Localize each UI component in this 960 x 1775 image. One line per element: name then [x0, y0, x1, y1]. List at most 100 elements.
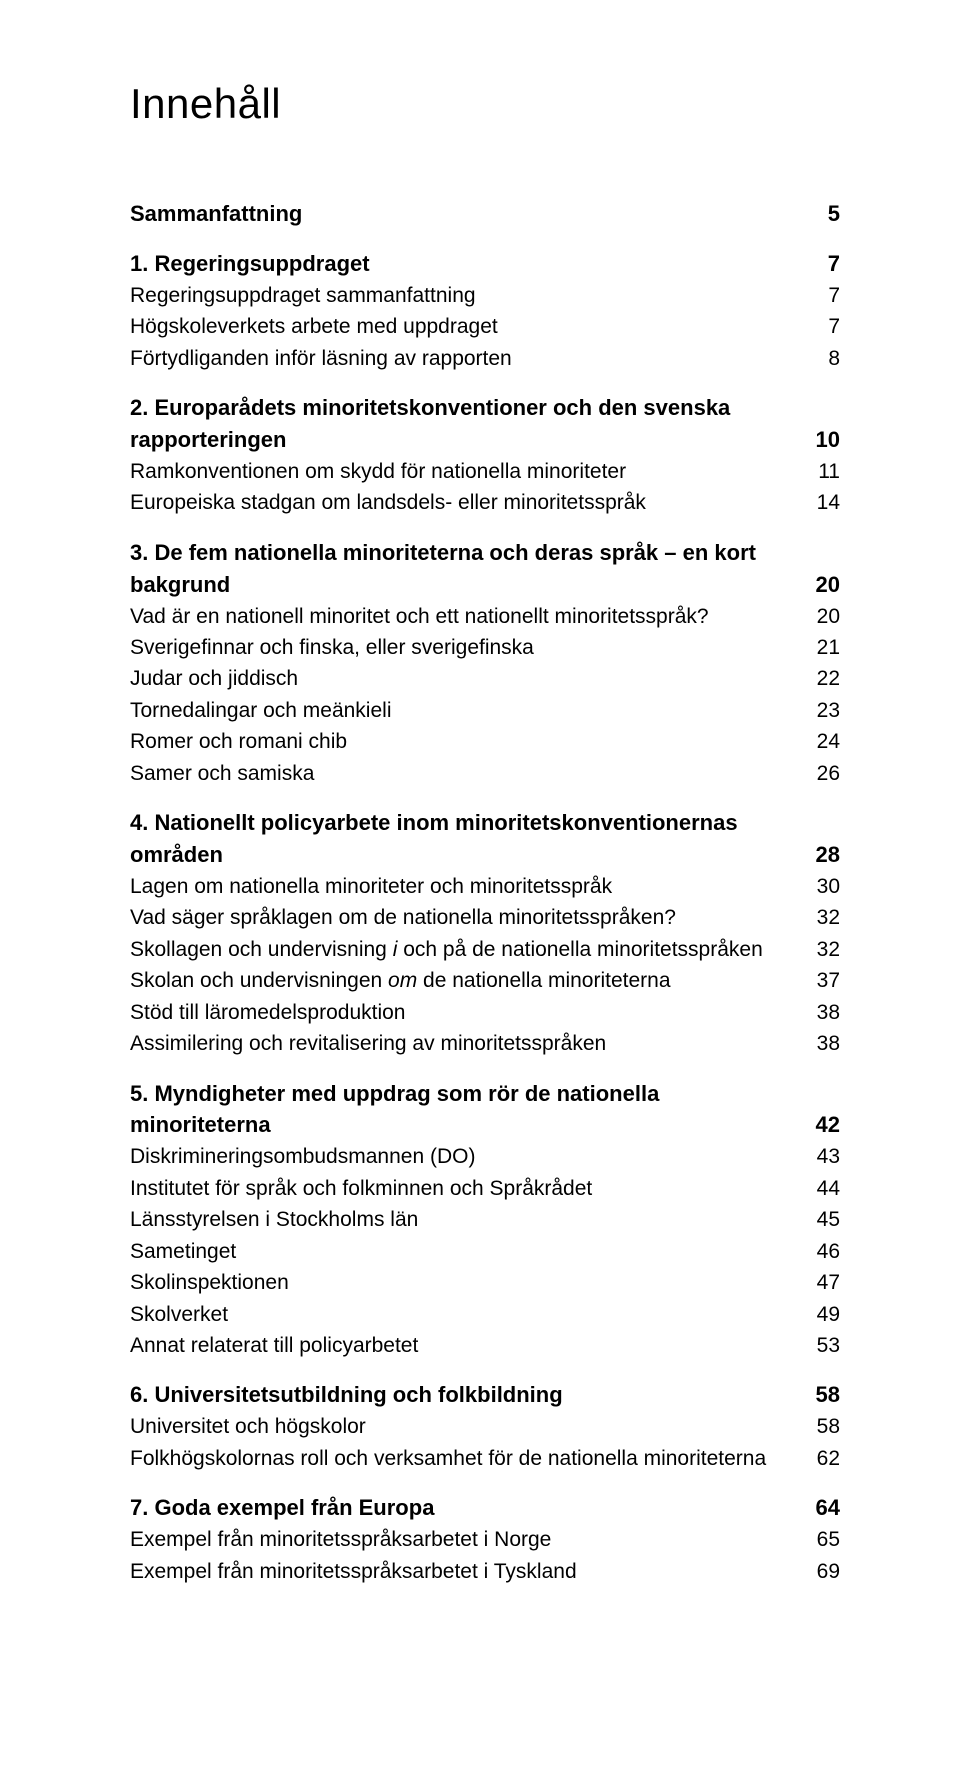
- toc-page: 64: [806, 1492, 840, 1524]
- toc-page: 26: [806, 759, 840, 789]
- toc-label: Högskoleverkets arbete med uppdraget: [130, 312, 806, 342]
- toc-sub: Lagen om nationella minoriteter och mino…: [130, 872, 840, 902]
- toc-sub: Stöd till läromedelsproduktion 38: [130, 998, 840, 1028]
- toc-heading-6: 6. Universitetsutbildning och folkbildni…: [130, 1379, 840, 1411]
- toc-heading-2-cont: rapporteringen 10: [130, 424, 840, 456]
- toc-label: Förtydliganden inför läsning av rapporte…: [130, 344, 806, 374]
- toc-sub: Högskoleverkets arbete med uppdraget 7: [130, 312, 840, 342]
- toc-page: 14: [806, 488, 840, 518]
- toc-label: Sverigefinnar och finska, eller sverigef…: [130, 633, 806, 663]
- toc-label: Exempel från minoritetsspråksarbetet i N…: [130, 1525, 806, 1555]
- toc-heading-4: 4. Nationellt policyarbete inom minorite…: [130, 807, 840, 839]
- toc-sub: Assimilering och revitalisering av minor…: [130, 1029, 840, 1059]
- toc-label: Tornedalingar och meänkieli: [130, 696, 806, 726]
- toc-label: Skolinspektionen: [130, 1268, 806, 1298]
- toc-page: 22: [806, 664, 840, 694]
- toc-page: 11: [806, 457, 840, 487]
- toc-sub: Exempel från minoritetsspråksarbetet i T…: [130, 1557, 840, 1587]
- toc-sub: Vad säger språklagen om de nationella mi…: [130, 903, 840, 933]
- toc-label: Skolan och undervisningen om de nationel…: [130, 966, 806, 996]
- toc-label: Exempel från minoritetsspråksarbetet i T…: [130, 1557, 806, 1587]
- toc-page: 28: [806, 839, 840, 871]
- toc-sub: Skolinspektionen 47: [130, 1268, 840, 1298]
- toc-sub: Judar och jiddisch 22: [130, 664, 840, 694]
- toc-page: 46: [806, 1237, 840, 1267]
- toc-label: Diskrimineringsombudsmannen (DO): [130, 1142, 806, 1172]
- toc-label: Länsstyrelsen i Stockholms län: [130, 1205, 806, 1235]
- toc-label: 6. Universitetsutbildning och folkbildni…: [130, 1379, 806, 1411]
- toc-sub: Annat relaterat till policyarbetet 53: [130, 1331, 840, 1361]
- toc-sub: Exempel från minoritetsspråksarbetet i N…: [130, 1525, 840, 1555]
- toc-page: 32: [806, 935, 840, 965]
- toc-label: bakgrund: [130, 569, 806, 601]
- toc-text-post: de nationella minoriteterna: [417, 969, 670, 992]
- toc-page: 38: [806, 998, 840, 1028]
- toc-page: 44: [806, 1174, 840, 1204]
- toc-page: 20: [806, 569, 840, 601]
- toc-label: Samer och samiska: [130, 759, 806, 789]
- toc-text-pre: Skollagen och undervisning: [130, 938, 393, 961]
- toc-heading-4-cont: områden 28: [130, 839, 840, 871]
- toc-heading-summary: Sammanfattning 5: [130, 198, 840, 230]
- toc-sub: Europeiska stadgan om landsdels- eller m…: [130, 488, 840, 518]
- toc-sub: Samer och samiska 26: [130, 759, 840, 789]
- toc-label: Regeringsuppdraget sammanfattning: [130, 281, 806, 311]
- toc-label: rapporteringen: [130, 424, 806, 456]
- toc-page: 37: [806, 966, 840, 996]
- toc-page: 38: [806, 1029, 840, 1059]
- toc-page: 7: [806, 312, 840, 342]
- toc-heading-3-cont: bakgrund 20: [130, 569, 840, 601]
- toc-page: 23: [806, 696, 840, 726]
- toc-text-pre: Skolan och undervisningen: [130, 969, 388, 992]
- toc-text-em: om: [388, 969, 417, 992]
- toc-label: Assimilering och revitalisering av minor…: [130, 1029, 806, 1059]
- toc-sub: Romer och romani chib 24: [130, 727, 840, 757]
- toc-label: Judar och jiddisch: [130, 664, 806, 694]
- toc-page: 69: [806, 1557, 840, 1587]
- toc-page: 42: [806, 1109, 840, 1141]
- toc-sub: Skolverket 49: [130, 1300, 840, 1330]
- toc-heading-3: 3. De fem nationella minoriteterna och d…: [130, 537, 840, 569]
- toc-label: Skollagen och undervisning i och på de n…: [130, 935, 806, 965]
- toc-page: 58: [806, 1379, 840, 1411]
- toc-page: 20: [806, 602, 840, 632]
- toc-sub: Universitet och högskolor 58: [130, 1412, 840, 1442]
- toc-label: Sametinget: [130, 1237, 806, 1267]
- toc-label: Ramkonventionen om skydd för nationella …: [130, 457, 806, 487]
- toc-page: 62: [806, 1444, 840, 1474]
- document-page: Innehåll Sammanfattning 5 1. Regeringsup…: [0, 0, 960, 1775]
- toc-label: Stöd till läromedelsproduktion: [130, 998, 806, 1028]
- toc-page: 58: [806, 1412, 840, 1442]
- toc-label: minoriteterna: [130, 1109, 806, 1141]
- toc-page: 21: [806, 633, 840, 663]
- toc-page: 43: [806, 1142, 840, 1172]
- toc-heading-5-cont: minoriteterna 42: [130, 1109, 840, 1141]
- toc-page: 10: [806, 424, 840, 456]
- toc-sub: Länsstyrelsen i Stockholms län 45: [130, 1205, 840, 1235]
- toc-sub: Sametinget 46: [130, 1237, 840, 1267]
- toc-label: Sammanfattning: [130, 198, 806, 230]
- toc-sub: Diskrimineringsombudsmannen (DO) 43: [130, 1142, 840, 1172]
- toc-label: 7. Goda exempel från Europa: [130, 1492, 806, 1524]
- toc-sub: Folkhögskolornas roll och verksamhet för…: [130, 1444, 840, 1474]
- toc-page: 7: [806, 248, 840, 280]
- toc-label: Romer och romani chib: [130, 727, 806, 757]
- toc-page: 7: [806, 281, 840, 311]
- toc-page: 53: [806, 1331, 840, 1361]
- toc-label: Institutet för språk och folkminnen och …: [130, 1174, 806, 1204]
- page-title: Innehåll: [130, 80, 840, 128]
- toc-page: 45: [806, 1205, 840, 1235]
- toc-page: 8: [806, 344, 840, 374]
- toc-label: 1. Regeringsuppdraget: [130, 248, 806, 280]
- toc-page: 30: [806, 872, 840, 902]
- toc-label: områden: [130, 839, 806, 871]
- toc-sub: Sverigefinnar och finska, eller sverigef…: [130, 633, 840, 663]
- toc-page: 24: [806, 727, 840, 757]
- toc-label: 2. Europarådets minoritetskonventioner o…: [130, 392, 840, 424]
- toc-heading-1: 1. Regeringsuppdraget 7: [130, 248, 840, 280]
- toc-label: Vad säger språklagen om de nationella mi…: [130, 903, 806, 933]
- toc-sub: Skollagen och undervisning i och på de n…: [130, 935, 840, 965]
- toc-sub: Förtydliganden inför läsning av rapporte…: [130, 344, 840, 374]
- toc-page: 49: [806, 1300, 840, 1330]
- toc-label: Europeiska stadgan om landsdels- eller m…: [130, 488, 806, 518]
